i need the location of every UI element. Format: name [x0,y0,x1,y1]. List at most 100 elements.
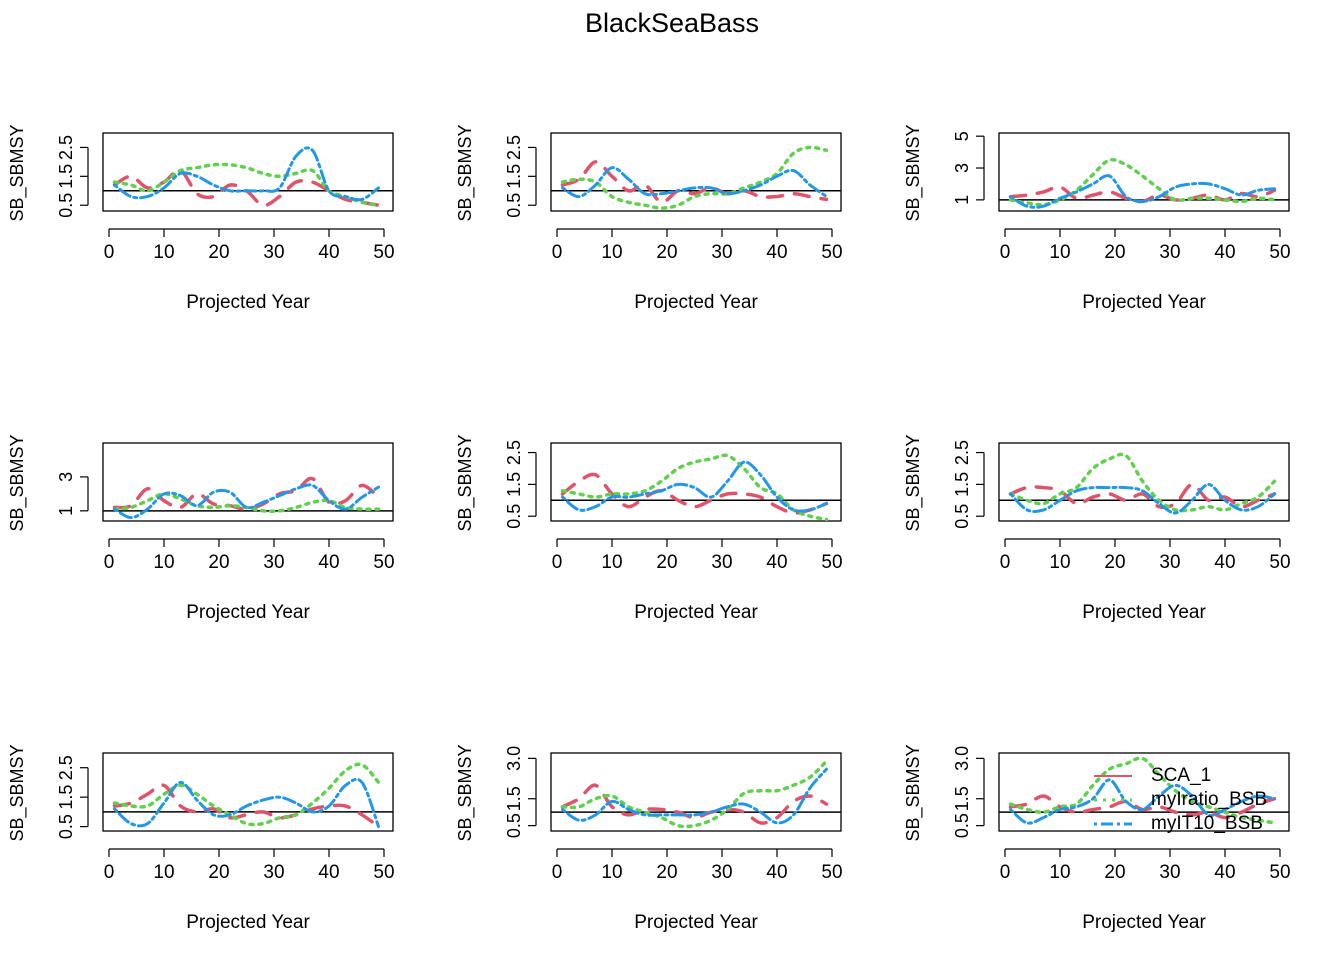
y-axis-label: SB_SBMSY [455,124,476,221]
x-tick-label: 10 [1049,862,1070,883]
y-tick-label: 3 [952,163,972,173]
x-tick-label: 40 [1214,242,1235,263]
x-tick-label: 50 [821,552,842,573]
x-tick-label: 40 [766,552,787,573]
y-tick-label: 2.5 [56,135,76,160]
y-tick-label: 0.5 [952,813,972,838]
series-line-2 [112,762,381,827]
x-axis-label: Projected Year [186,602,310,623]
legend-label: myIT10_BSB [1151,813,1263,834]
y-tick-label: 1 [952,195,972,205]
x-tick-label: 10 [153,242,174,263]
series-line-3 [561,166,828,199]
y-tick-label: 0.5 [56,814,76,839]
x-tick-label: 0 [1000,862,1011,883]
x-tick-label: 0 [552,862,563,883]
x-tick-label: 10 [153,862,174,883]
y-tick-label: 2.5 [504,135,524,160]
plot-frame [998,132,1290,212]
y-axis-label: SB_SBMSY [903,434,924,531]
panel-6: 0 10 20 30 40 50 Projected Year 0.5 1.5 2.5 SB_SBM… [903,434,1291,623]
x-tick-label: 30 [263,242,284,263]
panel-1: 0 10 20 30 40 50 Projected Year 0.5 1.5 2.5 SB_SBM… [7,124,395,313]
y-tick-label: 1.5 [952,786,972,811]
series-line-2 [560,759,829,829]
series-line-3 [561,767,828,825]
series-group [560,759,829,829]
y-tick-label: 1.5 [56,785,76,810]
panel-8: 0 10 20 30 40 50 Projected Year 0.51.5 3.0 SB_SBM… [455,744,843,933]
x-tick-label: 20 [1104,862,1125,883]
plot-frame [550,752,842,832]
series-line-2 [1008,157,1277,207]
y-tick-label: 0.5 [56,193,76,218]
x-tick-label: 10 [1049,552,1070,573]
series-line-1 [560,783,829,825]
x-tick-label: 20 [1104,242,1125,263]
x-tick-label: 30 [1159,862,1180,883]
x-tick-label: 20 [656,862,677,883]
x-tick-label: 30 [711,242,732,263]
series-group [112,762,381,829]
y-tick-label: 3.0 [504,746,524,771]
x-axis-label: Projected Year [634,602,758,623]
plot-frame [102,132,394,212]
y-tick-label: 2.5 [56,755,76,780]
x-tick-label: 20 [208,242,229,263]
y-tick-label: 2.5 [952,440,972,465]
series-group [560,453,829,521]
x-axis-label: Projected Year [186,292,310,313]
y-tick-label: 0.5 [504,813,524,838]
x-tick-label: 0 [1000,242,1011,263]
x-axis-label: Projected Year [1082,912,1206,933]
x-axis-label: Projected Year [1082,602,1206,623]
x-axis-label: Projected Year [634,912,758,933]
x-tick-label: 50 [1269,552,1290,573]
x-tick-label: 0 [552,552,563,573]
panel-9: 0 10 20 30 40 50 Projected Year 0.51.5 3.0 SB_SBM… [903,744,1291,933]
plot-frame [550,442,842,522]
x-axis-label: Projected Year [634,292,758,313]
y-axis-label: SB_SBMSY [7,124,28,221]
x-tick-label: 0 [104,862,115,883]
y-axis-label: SB_SBMSY [455,434,476,531]
series-line-2 [1008,452,1277,513]
plot-frame [998,442,1290,522]
x-tick-label: 40 [1214,862,1235,883]
y-tick-label: 0.5 [952,504,972,529]
series-group [112,146,381,208]
series-line-1 [560,472,829,515]
plot-frame [998,752,1290,832]
x-tick-label: 50 [1269,862,1290,883]
y-tick-label: 3 [56,472,76,482]
y-tick-label: 0.5 [504,193,524,218]
y-axis-label: SB_SBMSY [903,124,924,221]
figure-title: BlackSeaBass [585,8,759,38]
y-tick-label: 1.5 [504,164,524,189]
plot-frame [550,132,842,212]
x-tick-label: 50 [373,552,394,573]
x-tick-label: 0 [104,242,115,263]
panel-7: 0 10 20 30 40 50 Projected Year 0.5 1.5 2.5 SB_SBM… [7,744,395,933]
y-axis-label: SB_SBMSY [455,744,476,841]
series-line-3 [113,777,380,829]
x-tick-label: 0 [552,242,563,263]
panel-3: 0 10 20 30 40 50 Projected Year 1 3 5 SB_SBMSY [903,124,1291,313]
y-tick-label: 3.0 [952,746,972,771]
panel-4: 0 10 20 30 40 50 Projected Year 1 3 SB_SBMSY [7,434,395,623]
x-tick-label: 50 [821,242,842,263]
series-line-3 [561,460,828,513]
x-tick-label: 10 [601,552,622,573]
x-tick-label: 30 [263,552,284,573]
series-group [1008,452,1277,515]
series-line-3 [113,146,380,202]
series-group [560,145,829,210]
y-axis-label: SB_SBMSY [7,434,28,531]
x-tick-label: 40 [318,862,339,883]
x-tick-label: 20 [1104,552,1125,573]
x-tick-label: 50 [373,242,394,263]
series-line-2 [560,145,829,210]
x-tick-label: 20 [656,552,677,573]
x-axis-label: Projected Year [1082,292,1206,313]
series-line-1 [112,168,381,208]
